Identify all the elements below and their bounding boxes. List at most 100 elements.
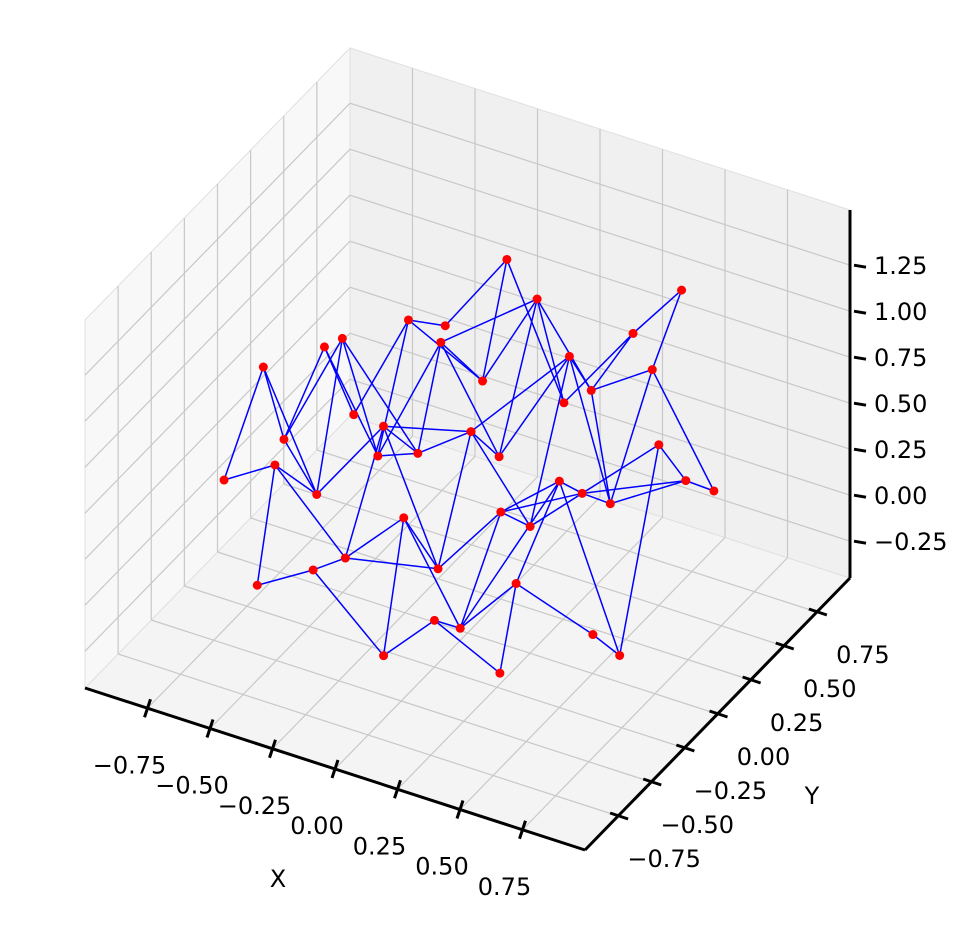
- grid-line: [349, 240, 851, 404]
- node: [496, 507, 506, 517]
- grid-line: [349, 194, 851, 358]
- node: [440, 321, 450, 331]
- z-tick: [853, 401, 867, 407]
- edge: [437, 511, 502, 570]
- edge: [618, 444, 660, 656]
- edge: [470, 431, 531, 527]
- grid-line: [250, 517, 751, 681]
- z-tick: [853, 447, 867, 453]
- grid-line: [349, 286, 851, 450]
- z-tick-label: 0.75: [874, 344, 927, 372]
- node: [379, 421, 388, 431]
- edge: [500, 492, 583, 513]
- edge: [651, 289, 683, 370]
- edge: [590, 332, 634, 391]
- edge: [383, 619, 435, 657]
- node: [478, 376, 488, 386]
- edge: [383, 425, 419, 454]
- node: [647, 365, 657, 375]
- edge: [344, 517, 405, 559]
- node: [615, 650, 625, 660]
- node: [379, 651, 389, 661]
- edge: [382, 426, 439, 570]
- edge: [315, 338, 344, 495]
- grid-line: [151, 619, 652, 783]
- edge: [481, 259, 508, 382]
- grid-line: [84, 332, 351, 606]
- edge: [591, 368, 653, 392]
- grid-line: [184, 585, 685, 749]
- z-tick-label: 0.25: [874, 436, 927, 464]
- edge: [262, 366, 285, 440]
- z-tick: [853, 355, 867, 361]
- edge: [437, 431, 472, 569]
- node: [577, 488, 587, 498]
- node: [308, 565, 318, 575]
- edge: [651, 369, 715, 492]
- node: [340, 553, 350, 563]
- z-tick-label: 0.00: [874, 482, 927, 510]
- node: [564, 351, 574, 361]
- grid-line: [84, 148, 351, 422]
- grid-line: [283, 483, 784, 647]
- edge: [345, 557, 439, 570]
- edge: [274, 464, 318, 496]
- node: [605, 499, 615, 509]
- edge: [581, 492, 611, 505]
- edge: [223, 366, 265, 481]
- edge: [590, 390, 612, 504]
- edge: [377, 452, 418, 457]
- node: [270, 460, 280, 470]
- node: [436, 337, 446, 347]
- grid-line: [349, 102, 851, 266]
- grid-line: [117, 653, 619, 817]
- edge: [685, 479, 715, 492]
- node: [588, 630, 598, 640]
- node: [455, 623, 465, 633]
- node: [495, 668, 505, 678]
- edge: [312, 557, 346, 571]
- edge: [470, 355, 570, 433]
- node: [252, 580, 262, 590]
- edge: [283, 438, 318, 495]
- y-tick-label: −0.25: [694, 777, 768, 805]
- edge: [417, 342, 442, 454]
- y-axis-line: [583, 576, 852, 852]
- y-tick-label: 0.50: [803, 675, 856, 703]
- node: [319, 342, 329, 352]
- edge: [283, 346, 326, 440]
- edge: [632, 289, 683, 334]
- z-tick-label: 1.25: [874, 252, 927, 280]
- y-tick-label: −0.50: [660, 811, 734, 839]
- x-tick-label: 0.00: [290, 812, 343, 840]
- grid-line: [84, 286, 351, 560]
- node: [433, 564, 443, 574]
- y-tick-label: 0.00: [737, 743, 790, 771]
- grid-line: [84, 378, 351, 652]
- edge: [459, 511, 502, 629]
- edge: [403, 517, 461, 629]
- node: [466, 427, 476, 437]
- edge: [403, 517, 439, 570]
- x-tick-label: −0.50: [155, 772, 229, 800]
- edge: [256, 464, 276, 586]
- z-tick: [853, 493, 867, 499]
- edge: [515, 582, 594, 636]
- node: [403, 315, 413, 325]
- edge: [262, 366, 318, 495]
- z-tick-label: −0.25: [874, 528, 948, 556]
- edge: [459, 480, 560, 629]
- edge: [498, 355, 571, 458]
- node: [373, 451, 383, 461]
- edge: [257, 569, 314, 586]
- node: [709, 486, 719, 496]
- node: [586, 385, 596, 395]
- edge: [506, 259, 565, 404]
- edge: [582, 479, 686, 495]
- edge: [433, 619, 501, 674]
- edge: [344, 426, 385, 559]
- edge: [568, 355, 592, 391]
- node: [429, 615, 439, 625]
- grid-line: [316, 449, 818, 613]
- node: [312, 489, 322, 499]
